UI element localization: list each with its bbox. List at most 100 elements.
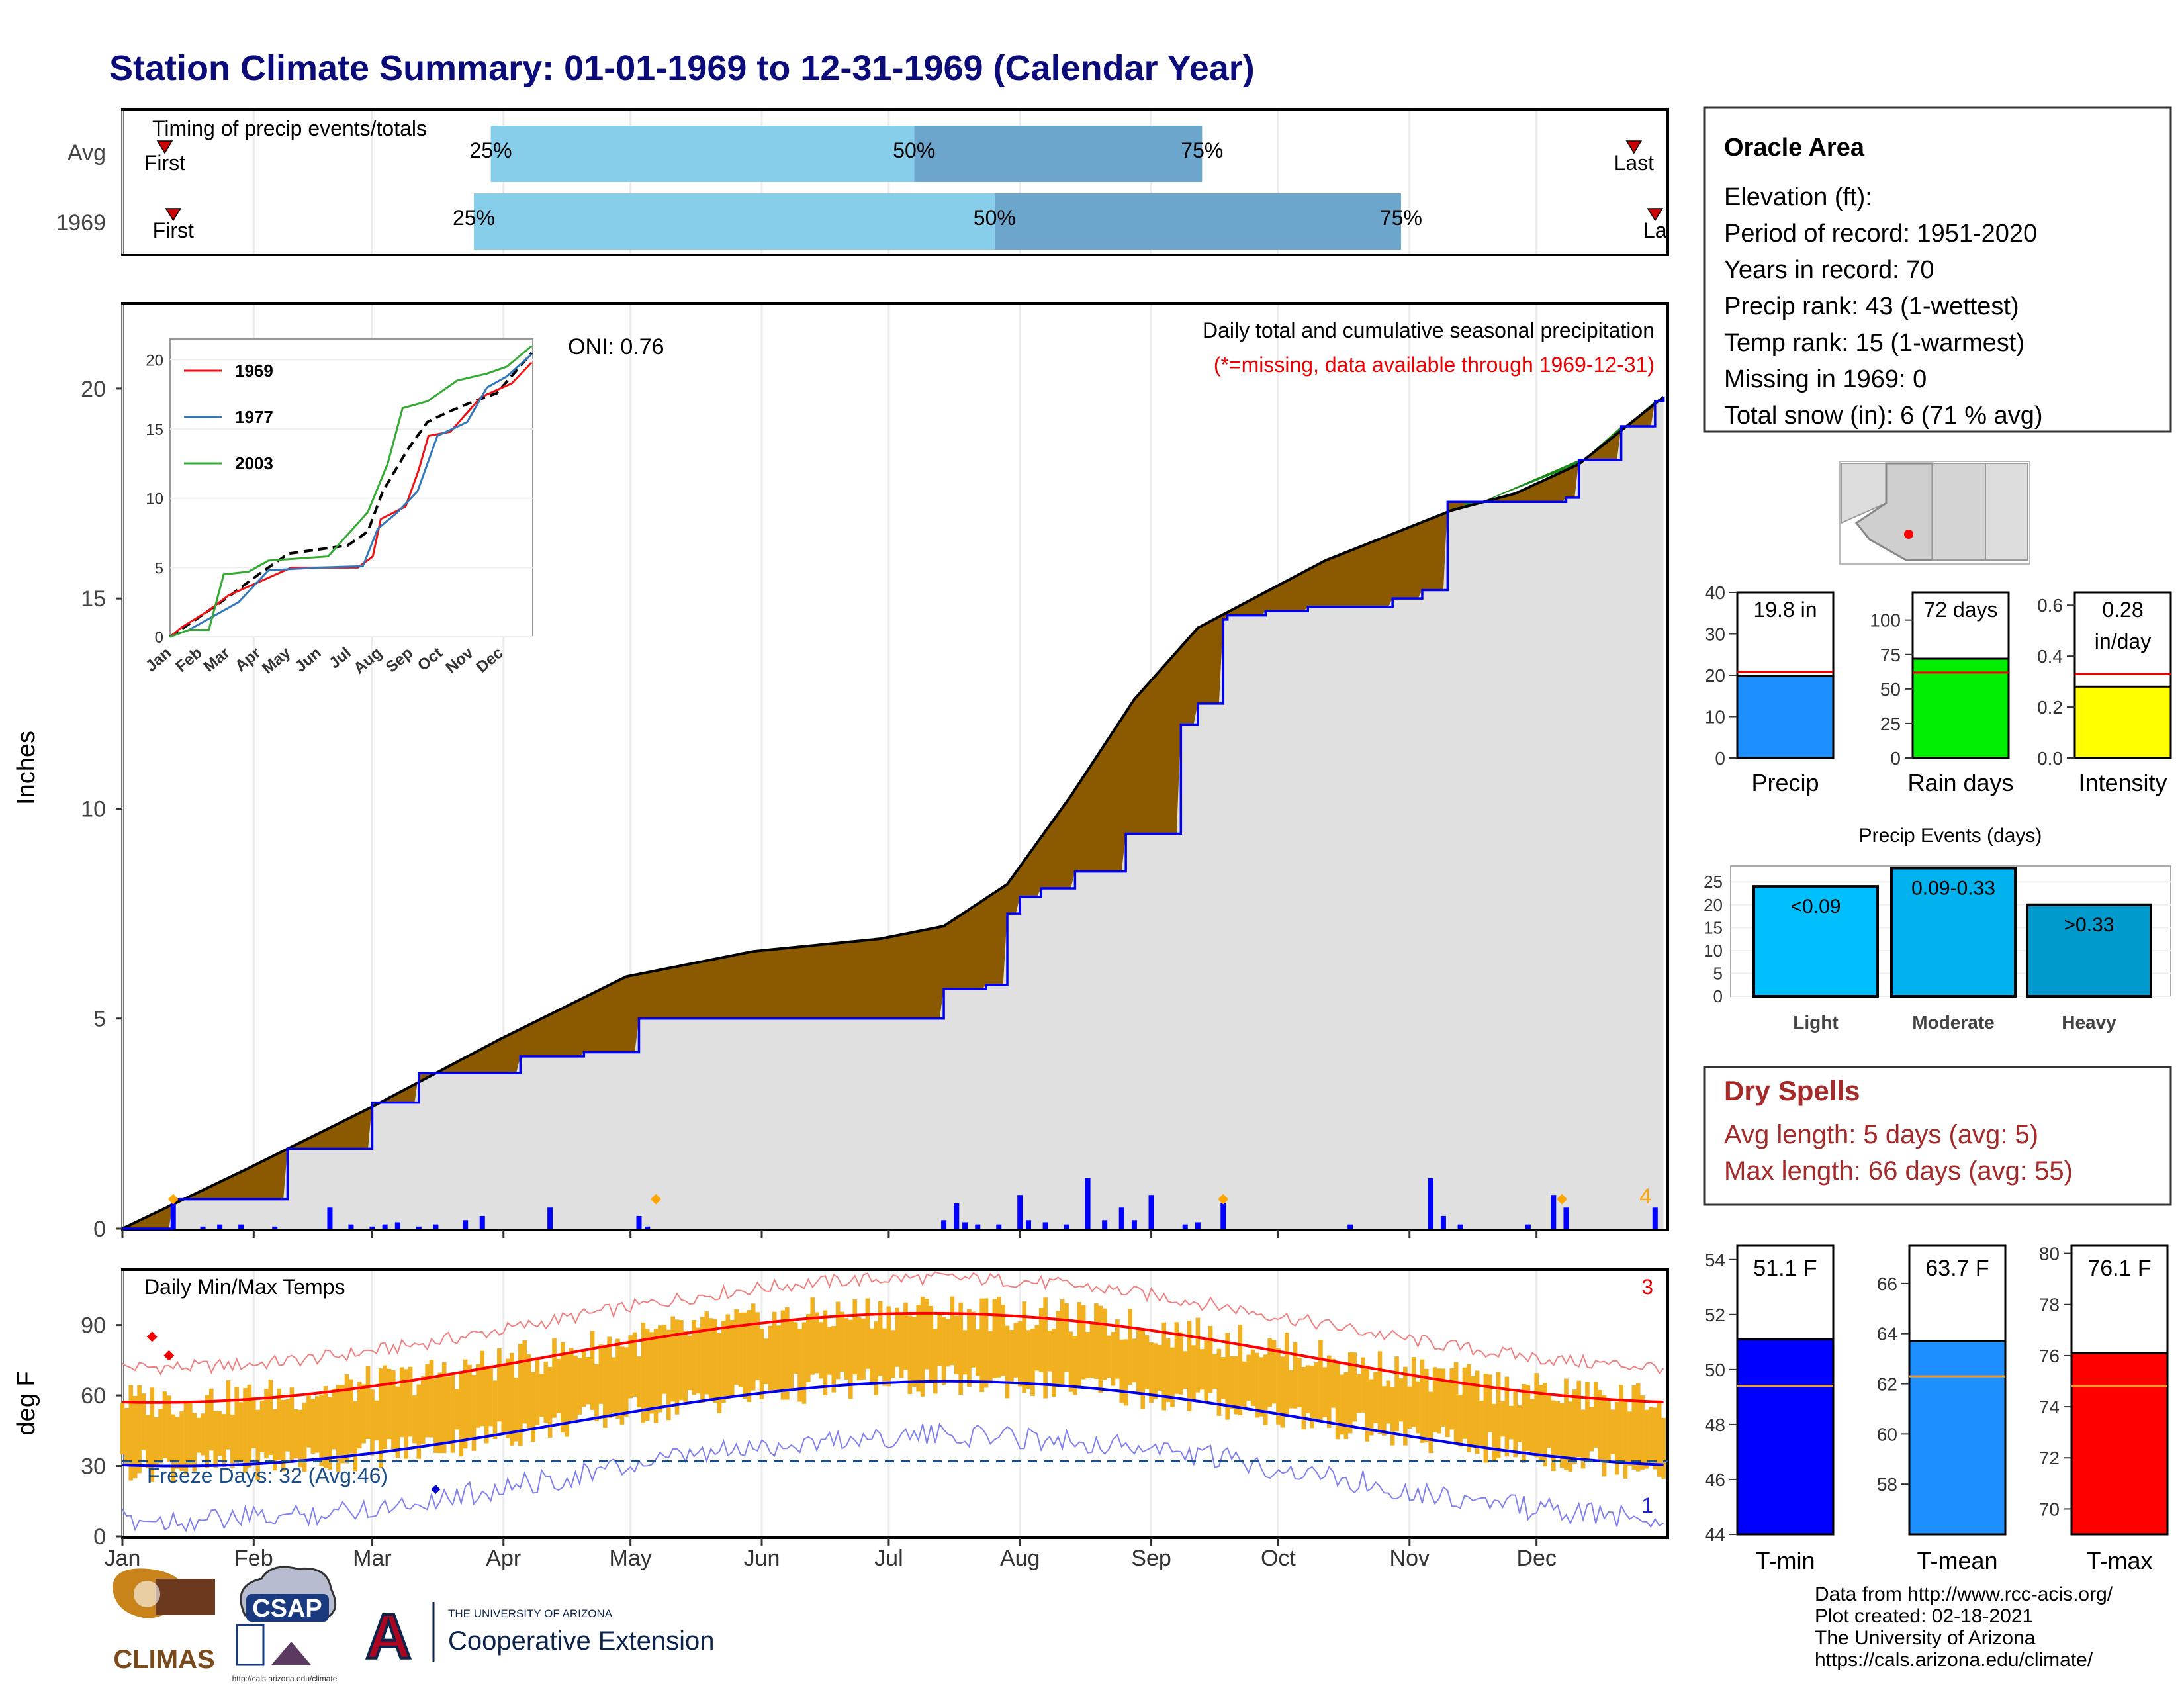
daily-temp-range-bar	[1068, 1331, 1073, 1392]
temp-bar-t-max	[2070, 1352, 2169, 1536]
daily-temp-range-bar	[158, 1409, 163, 1464]
daily-temp-range-bar	[1034, 1325, 1040, 1371]
daily-temp-range-bar	[649, 1332, 654, 1414]
daily-temp-range-bar	[251, 1397, 256, 1448]
summary-ytick: 25	[1880, 714, 1901, 734]
daily-temp-range-bar	[903, 1302, 908, 1370]
daily-temp-range-bar	[1411, 1356, 1416, 1427]
daily-temp-range-bar	[734, 1309, 739, 1385]
csap-text: CSAP	[252, 1595, 322, 1622]
daily-temp-range-bar	[835, 1301, 841, 1380]
daily-temp-range-bar	[793, 1322, 798, 1374]
temp-bar-ytick: 48	[1705, 1415, 1725, 1435]
daily-temp-range-bar	[1073, 1336, 1077, 1395]
summary-bar-label: Rain days	[1907, 769, 2013, 796]
daily-temp-range-bar	[196, 1417, 201, 1453]
daily-temp-range-bar	[628, 1335, 633, 1399]
daily-precip-bar	[941, 1220, 947, 1229]
daily-temp-range-bar	[1009, 1330, 1014, 1383]
daily-precip-bar	[1042, 1222, 1048, 1229]
daily-precip-bar	[369, 1226, 375, 1229]
daily-temp-range-bar	[1234, 1356, 1238, 1415]
page-title: Station Climate Summary: 01-01-1969 to 1…	[109, 48, 1255, 88]
daily-temp-range-bar	[1517, 1405, 1522, 1442]
daily-temp-range-bar	[801, 1322, 807, 1404]
summary-bar-value: 19.8 in	[1753, 598, 1817, 622]
daily-temp-range-bar	[1242, 1361, 1247, 1408]
daily-temp-range-bar	[1551, 1400, 1556, 1472]
daily-temp-range-bar	[1555, 1401, 1560, 1456]
daily-temp-range-bar	[378, 1368, 383, 1468]
daily-temp-range-bar	[1301, 1366, 1306, 1430]
daily-temp-range-bar	[1522, 1384, 1526, 1463]
temp-bar-ytick: 74	[2039, 1397, 2060, 1417]
daily-temp-range-bar	[827, 1327, 832, 1375]
record-high-line	[122, 1271, 1664, 1376]
summary-ytick: 0.6	[2037, 595, 2063, 616]
inset-1969-line	[169, 361, 533, 638]
daily-temp-range-bar	[1416, 1381, 1420, 1434]
daily-temp-range-bar	[1119, 1339, 1124, 1403]
summary-ytick: 10	[1705, 707, 1725, 727]
daily-temp-range-bar	[179, 1411, 184, 1471]
daily-temp-range-bar	[1271, 1340, 1277, 1404]
daily-temp-range-bar	[1085, 1331, 1090, 1378]
events-ytick: 0	[1713, 986, 1723, 1006]
daily-temp-range-bar	[708, 1318, 713, 1400]
daily-temp-range-bar	[1165, 1338, 1171, 1402]
daily-temp-range-bar	[725, 1314, 731, 1399]
daily-temp-range-bar	[1492, 1403, 1497, 1460]
daily-temp-range-bar	[501, 1366, 506, 1434]
daily-precip-bar	[1428, 1178, 1433, 1229]
precip-panel: 0 5 10 15 20 Inches Daily total and cumulati…	[13, 302, 1669, 1242]
daily-temp-range-bar	[1326, 1355, 1332, 1429]
temperature-panel: 0 30 60 90 Daily Min/Max Temps deg F Freeze…	[13, 1268, 1669, 1550]
daily-temp-range-bar	[383, 1365, 387, 1450]
daily-precip-bar	[1182, 1224, 1188, 1229]
daily-temp-range-bar	[1559, 1403, 1565, 1468]
daily-precip-bar	[1195, 1222, 1201, 1229]
daily-temp-range-bar	[374, 1400, 379, 1441]
daily-temp-range-bar	[234, 1387, 240, 1464]
daily-temp-range-bar	[332, 1388, 337, 1450]
timing-row-avg-label: Avg	[68, 140, 106, 165]
temp-ylabel: deg F	[13, 1371, 40, 1435]
last-label-1969: La	[1643, 218, 1667, 242]
daily-temp-range-bar	[594, 1364, 599, 1421]
daily-temp-range-bar	[1445, 1382, 1450, 1438]
precip-corner-count: 4	[1639, 1184, 1651, 1208]
daily-temp-range-bar	[429, 1359, 434, 1438]
daily-temp-range-bar	[349, 1379, 353, 1454]
daily-temp-range-bar	[1394, 1356, 1399, 1432]
daily-temp-range-bar	[687, 1335, 692, 1391]
daily-temp-range-bar	[1640, 1395, 1645, 1470]
info-line: Years in record: 70	[1724, 256, 1934, 284]
events-bar-value: 0.09-0.33	[1911, 877, 1995, 899]
info-line: Temp rank: 15 (1-warmest)	[1724, 329, 2025, 357]
daily-temp-range-bar	[255, 1409, 261, 1480]
daily-temp-range-bar	[1001, 1304, 1005, 1376]
daily-temp-range-bar	[1331, 1358, 1336, 1408]
daily-temp-range-bar	[1297, 1358, 1302, 1408]
daily-temp-range-bar	[895, 1307, 899, 1367]
timing-pct-Avg-2: 75%	[1181, 138, 1223, 162]
daily-temp-range-bar	[1259, 1357, 1264, 1417]
daily-temp-range-bar	[666, 1329, 671, 1421]
precip-ytick-5: 5	[93, 1007, 106, 1032]
daily-temp-range-bar	[1365, 1366, 1370, 1442]
daily-temp-range-bar	[1649, 1407, 1653, 1464]
temp-bar-value: 51.1 F	[1753, 1256, 1817, 1281]
ua-big-text: Cooperative Extension	[448, 1626, 714, 1656]
first-marker-1969	[165, 208, 182, 222]
daily-temp-range-bar	[1170, 1347, 1175, 1407]
last-marker-Avg	[1625, 140, 1643, 154]
summary-bar-value: 72 days	[1923, 598, 1997, 622]
daily-temp-range-bar	[488, 1366, 493, 1427]
daily-temp-range-bar	[441, 1362, 447, 1454]
daily-temp-range-bar	[1077, 1302, 1082, 1388]
daily-temp-range-bar	[1437, 1368, 1441, 1434]
daily-temp-range-bar	[412, 1395, 417, 1444]
daily-temp-range-bar	[1293, 1342, 1298, 1409]
daily-temp-range-bar	[556, 1358, 561, 1413]
daily-temp-range-bar	[950, 1296, 955, 1366]
